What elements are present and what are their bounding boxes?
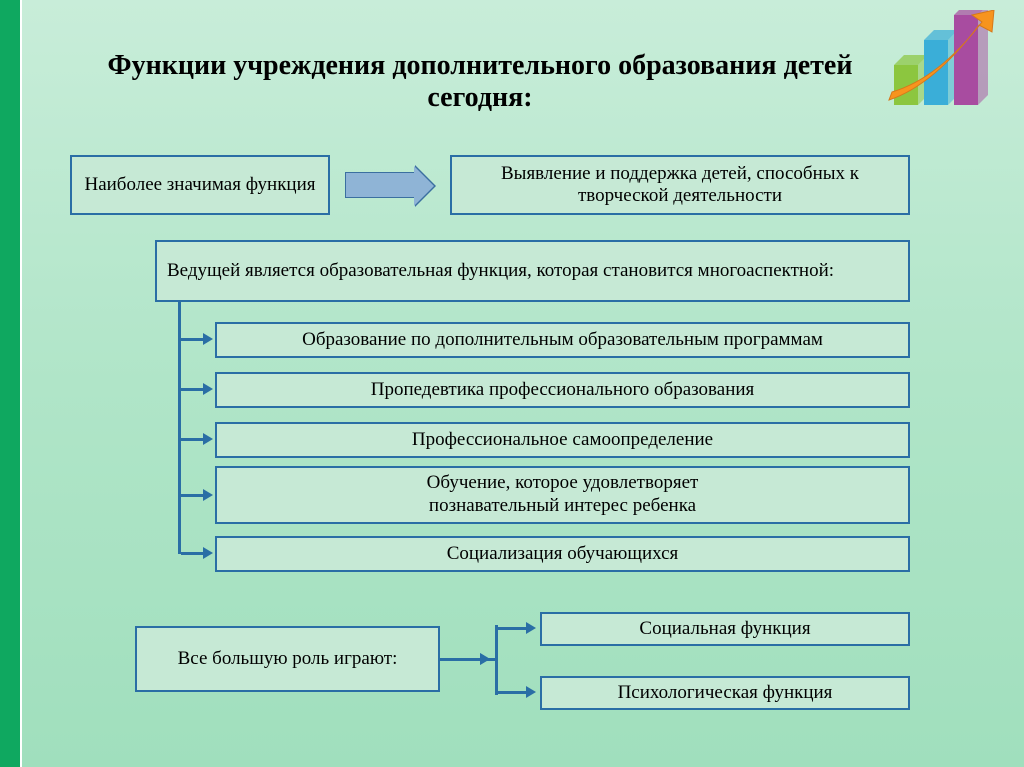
box-identify-support: Выявление и поддержка детей, способных к… (450, 155, 910, 215)
arrow-icon (498, 627, 526, 630)
side-bar (0, 0, 22, 767)
arrow-icon (181, 438, 203, 441)
connector-h (440, 658, 496, 661)
box-label: Ведущей является образовательная функция… (167, 260, 834, 282)
aspect-box: Пропедевтика профессионального образован… (215, 372, 910, 408)
box-label: Образование по дополнительным образовате… (302, 329, 823, 351)
page-title: Функции учреждения дополнительного образ… (70, 50, 890, 114)
arrow-icon (181, 338, 203, 341)
box-label: Профессиональное самоопределение (412, 429, 713, 451)
aspect-box: Образование по дополнительным образовате… (215, 322, 910, 358)
box-leading-function: Ведущей является образовательная функция… (155, 240, 910, 302)
arrow-right-icon (345, 172, 415, 198)
arrow-icon (498, 691, 526, 694)
aspect-box: Социализация обучающихся (215, 536, 910, 572)
box-growing-role: Все большую роль играют: (135, 626, 440, 692)
aspect-box: Профессиональное самоопределение (215, 422, 910, 458)
arrow-icon (181, 552, 203, 555)
box-label: Пропедевтика профессионального образован… (371, 379, 755, 401)
box-label: Обучение, которое удовлетворяет познават… (427, 472, 699, 518)
box-social-function: Социальная функция (540, 612, 910, 646)
aspect-box: Обучение, которое удовлетворяет познават… (215, 466, 910, 524)
box-label: Все большую роль играют: (178, 648, 398, 670)
box-label: Выявление и поддержка детей, способных к… (462, 163, 898, 207)
box-label: Социальная функция (639, 618, 810, 640)
arrow-icon (181, 388, 203, 391)
box-psych-function: Психологическая функция (540, 676, 910, 710)
box-significant-function: Наиболее значимая функция (70, 155, 330, 215)
arrow-icon (181, 494, 203, 497)
corner-bars-icon (884, 10, 1004, 110)
box-label: Психологическая функция (618, 682, 833, 704)
box-label: Наиболее значимая функция (84, 174, 315, 196)
box-label: Социализация обучающихся (447, 543, 679, 565)
